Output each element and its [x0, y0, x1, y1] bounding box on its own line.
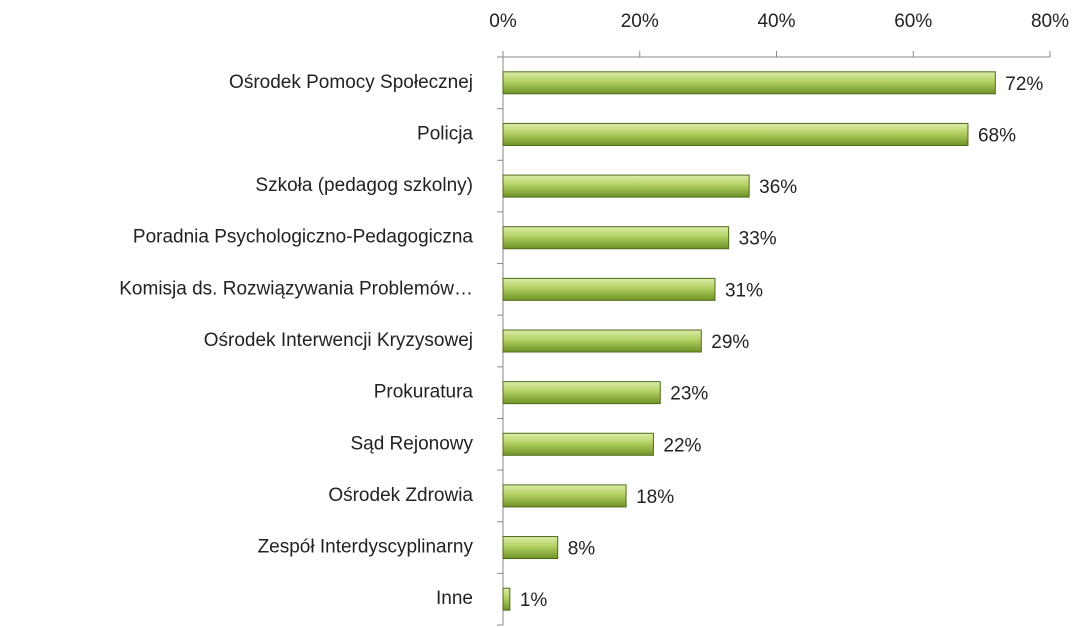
value-label: 29% — [711, 332, 749, 353]
category-label: Poradnia Psychologiczno-Pedagogiczna — [133, 227, 474, 248]
category-label: Komisja ds. Rozwiązywania Problemów… — [119, 278, 473, 299]
value-label: 36% — [759, 177, 797, 198]
value-label: 22% — [663, 435, 701, 456]
value-label: 18% — [636, 487, 674, 508]
bar — [502, 587, 511, 611]
value-label: 23% — [670, 384, 708, 405]
bar — [502, 174, 750, 198]
category-label: Ośrodek Interwencji Kryzysowej — [204, 330, 473, 351]
bar — [502, 122, 969, 146]
bar — [502, 381, 661, 405]
x-tick-label: 40% — [757, 11, 795, 32]
category-label: Ośrodek Zdrowia — [328, 485, 473, 506]
bar — [502, 536, 559, 560]
bar — [502, 71, 996, 95]
category-label: Prokuratura — [374, 382, 474, 403]
value-label: 33% — [739, 229, 777, 250]
category-label: Zespół Interdyscyplinarny — [258, 537, 474, 558]
bar — [502, 484, 627, 508]
value-label: 8% — [568, 539, 596, 560]
value-label: 1% — [520, 590, 548, 611]
category-label: Szkoła (pedagog szkolny) — [255, 175, 473, 196]
x-tick-label: 60% — [894, 11, 932, 32]
value-label: 31% — [725, 280, 763, 301]
value-label: 72% — [1005, 74, 1043, 95]
x-tick-label: 20% — [621, 11, 659, 32]
category-label: Policja — [417, 123, 473, 144]
bar — [502, 329, 702, 353]
bar — [502, 277, 716, 301]
bar — [502, 226, 730, 250]
category-label: Ośrodek Pomocy Społecznej — [229, 72, 473, 93]
bar — [502, 432, 654, 456]
category-label: Sąd Rejonowy — [350, 433, 473, 454]
value-label: 68% — [978, 125, 1016, 146]
x-tick-label: 80% — [1031, 11, 1069, 32]
x-tick-label: 0% — [489, 11, 517, 32]
category-label: Inne — [436, 588, 473, 609]
